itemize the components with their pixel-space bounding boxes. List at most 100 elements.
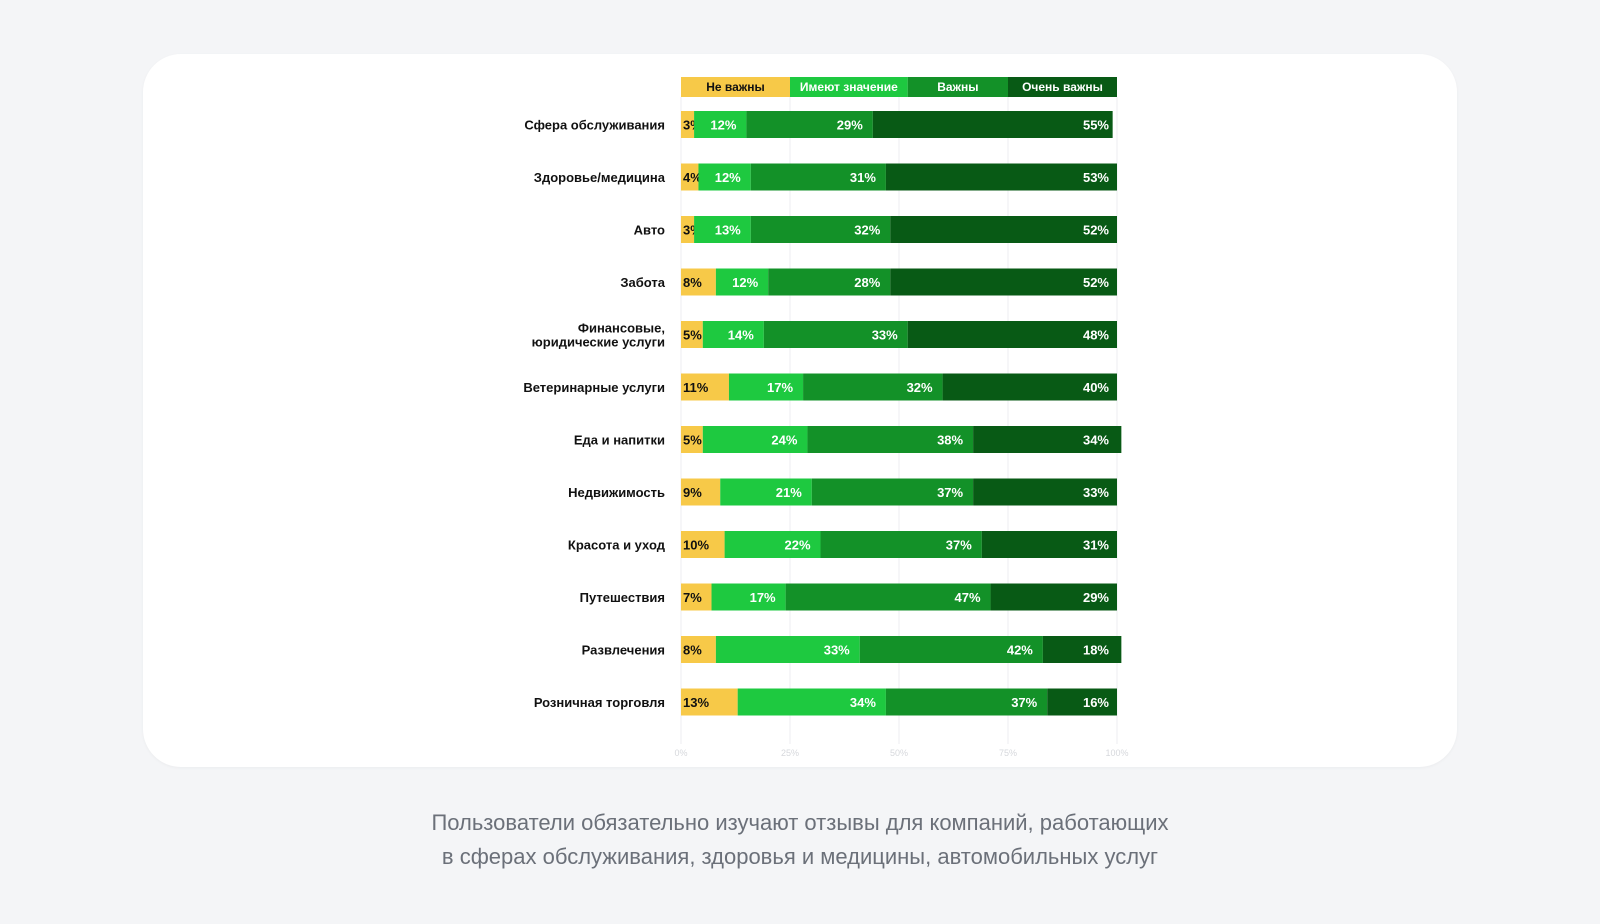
- x-tick-label: 25%: [781, 748, 799, 758]
- bar-segment: [681, 321, 703, 348]
- category-label-еда-и-напитки: Еда и напитки: [574, 433, 665, 448]
- value-label: 8%: [683, 643, 702, 658]
- legend-swatch-3: [1008, 77, 1117, 97]
- value-label: 32%: [907, 380, 933, 395]
- value-label: 17%: [750, 590, 776, 605]
- bar-segment: [1042, 636, 1122, 663]
- value-label: 33%: [824, 643, 850, 658]
- caption-line-2: в сферах обслуживания, здоровья и медици…: [441, 844, 1159, 869]
- bar-segment: [1047, 688, 1117, 716]
- category-label-путешествия: Путешествия: [580, 590, 665, 605]
- value-label: 33%: [872, 328, 898, 343]
- value-label: 52%: [1083, 223, 1109, 238]
- value-label: 53%: [1083, 170, 1109, 185]
- bar-segment: [768, 268, 891, 296]
- value-label: 12%: [710, 118, 736, 133]
- bar-segment: [681, 636, 716, 663]
- bar-segment: [728, 373, 804, 401]
- bar-segment: [698, 163, 751, 191]
- bar-segment: [907, 321, 1117, 348]
- bar-segment: [681, 268, 716, 296]
- bar-segment: [737, 688, 886, 716]
- value-label: 4%: [683, 170, 702, 185]
- bar-segment: [803, 373, 943, 401]
- bar-segment: [785, 583, 991, 611]
- bar-segment: [973, 426, 1122, 453]
- bar-segment: [724, 531, 821, 558]
- category-label-ветеринарные-услуги: Ветеринарные услуги: [523, 380, 665, 395]
- value-label: 34%: [1083, 433, 1109, 448]
- bar-segment: [750, 216, 891, 243]
- value-label: 31%: [1083, 538, 1109, 553]
- category-label-сфера-обслуживания: Сфера обслуживания: [524, 118, 665, 133]
- bar-segment: [681, 373, 729, 401]
- bar-segment: [681, 111, 695, 138]
- bar-segment: [681, 583, 712, 611]
- value-label: 37%: [946, 538, 972, 553]
- x-tick-label: 100%: [1105, 748, 1128, 758]
- value-label: 34%: [850, 695, 876, 710]
- bar-segment: [820, 531, 982, 558]
- bar-segment: [872, 111, 1113, 138]
- value-label: 32%: [854, 223, 880, 238]
- value-label: 21%: [776, 485, 802, 500]
- x-tick-label: 50%: [890, 748, 908, 758]
- bar-segment: [694, 111, 747, 138]
- category-label-финансовые-юридические-услуги: Финансовые, юридические услуги: [532, 321, 665, 350]
- category-label-здоровье-медицина: Здоровье/медицина: [534, 170, 666, 185]
- bar-segment: [973, 478, 1117, 506]
- value-label: 22%: [784, 538, 810, 553]
- bar-segment: [702, 321, 764, 348]
- value-label: 13%: [715, 223, 741, 238]
- bar-segment: [711, 583, 786, 611]
- value-label: 7%: [683, 590, 702, 605]
- value-label: 5%: [683, 433, 702, 448]
- value-label: 55%: [1083, 118, 1109, 133]
- category-label-красота-и-уход: Красота и уход: [568, 538, 666, 553]
- value-label: 38%: [937, 433, 963, 448]
- caption-line-1: Пользователи обязательно изучают отзывы …: [431, 810, 1169, 835]
- value-label: 9%: [683, 485, 702, 500]
- bar-segment: [859, 636, 1043, 663]
- bar-segment: [720, 478, 812, 506]
- legend-label-0: Не важны: [706, 80, 765, 94]
- bar-segment: [981, 531, 1117, 558]
- category-label-забота: Забота: [620, 275, 665, 290]
- category-label-розничная-торговля: Розничная торговля: [534, 695, 665, 710]
- value-label: 24%: [771, 433, 797, 448]
- bar-segment: [942, 373, 1117, 401]
- value-label: 52%: [1083, 275, 1109, 290]
- category-label-недвижимость: Недвижимость: [568, 485, 665, 500]
- bar-segment: [715, 268, 769, 296]
- value-label: 47%: [955, 590, 981, 605]
- value-label: 29%: [837, 118, 863, 133]
- value-label: 10%: [683, 538, 709, 553]
- value-label: 29%: [1083, 590, 1109, 605]
- value-label: 12%: [732, 275, 758, 290]
- legend-label-1: Имеют значение: [800, 80, 898, 94]
- legend-label-3: Очень важны: [1022, 80, 1103, 94]
- value-label: 11%: [683, 380, 709, 395]
- bar-segment: [750, 163, 886, 191]
- legend-label-2: Важны: [937, 80, 978, 94]
- bar-segment: [746, 111, 873, 138]
- value-label: 5%: [683, 328, 702, 343]
- category-label-развлечения: Развлечения: [582, 643, 665, 658]
- value-label: 28%: [854, 275, 880, 290]
- value-label: 13%: [683, 695, 709, 710]
- value-label: 18%: [1083, 643, 1109, 658]
- value-label: 17%: [767, 380, 793, 395]
- bar-segment: [890, 216, 1117, 243]
- value-label: 42%: [1007, 643, 1033, 658]
- value-label: 12%: [715, 170, 741, 185]
- bar-segment: [694, 216, 751, 243]
- category-label-авто: Авто: [634, 223, 665, 238]
- bar-segment: [811, 478, 974, 506]
- bar-segment: [681, 531, 725, 558]
- value-label: 37%: [1011, 695, 1037, 710]
- bar-segment: [890, 268, 1117, 296]
- bar-segment: [681, 688, 738, 716]
- bar-segment: [885, 163, 1117, 191]
- value-label: 48%: [1083, 328, 1109, 343]
